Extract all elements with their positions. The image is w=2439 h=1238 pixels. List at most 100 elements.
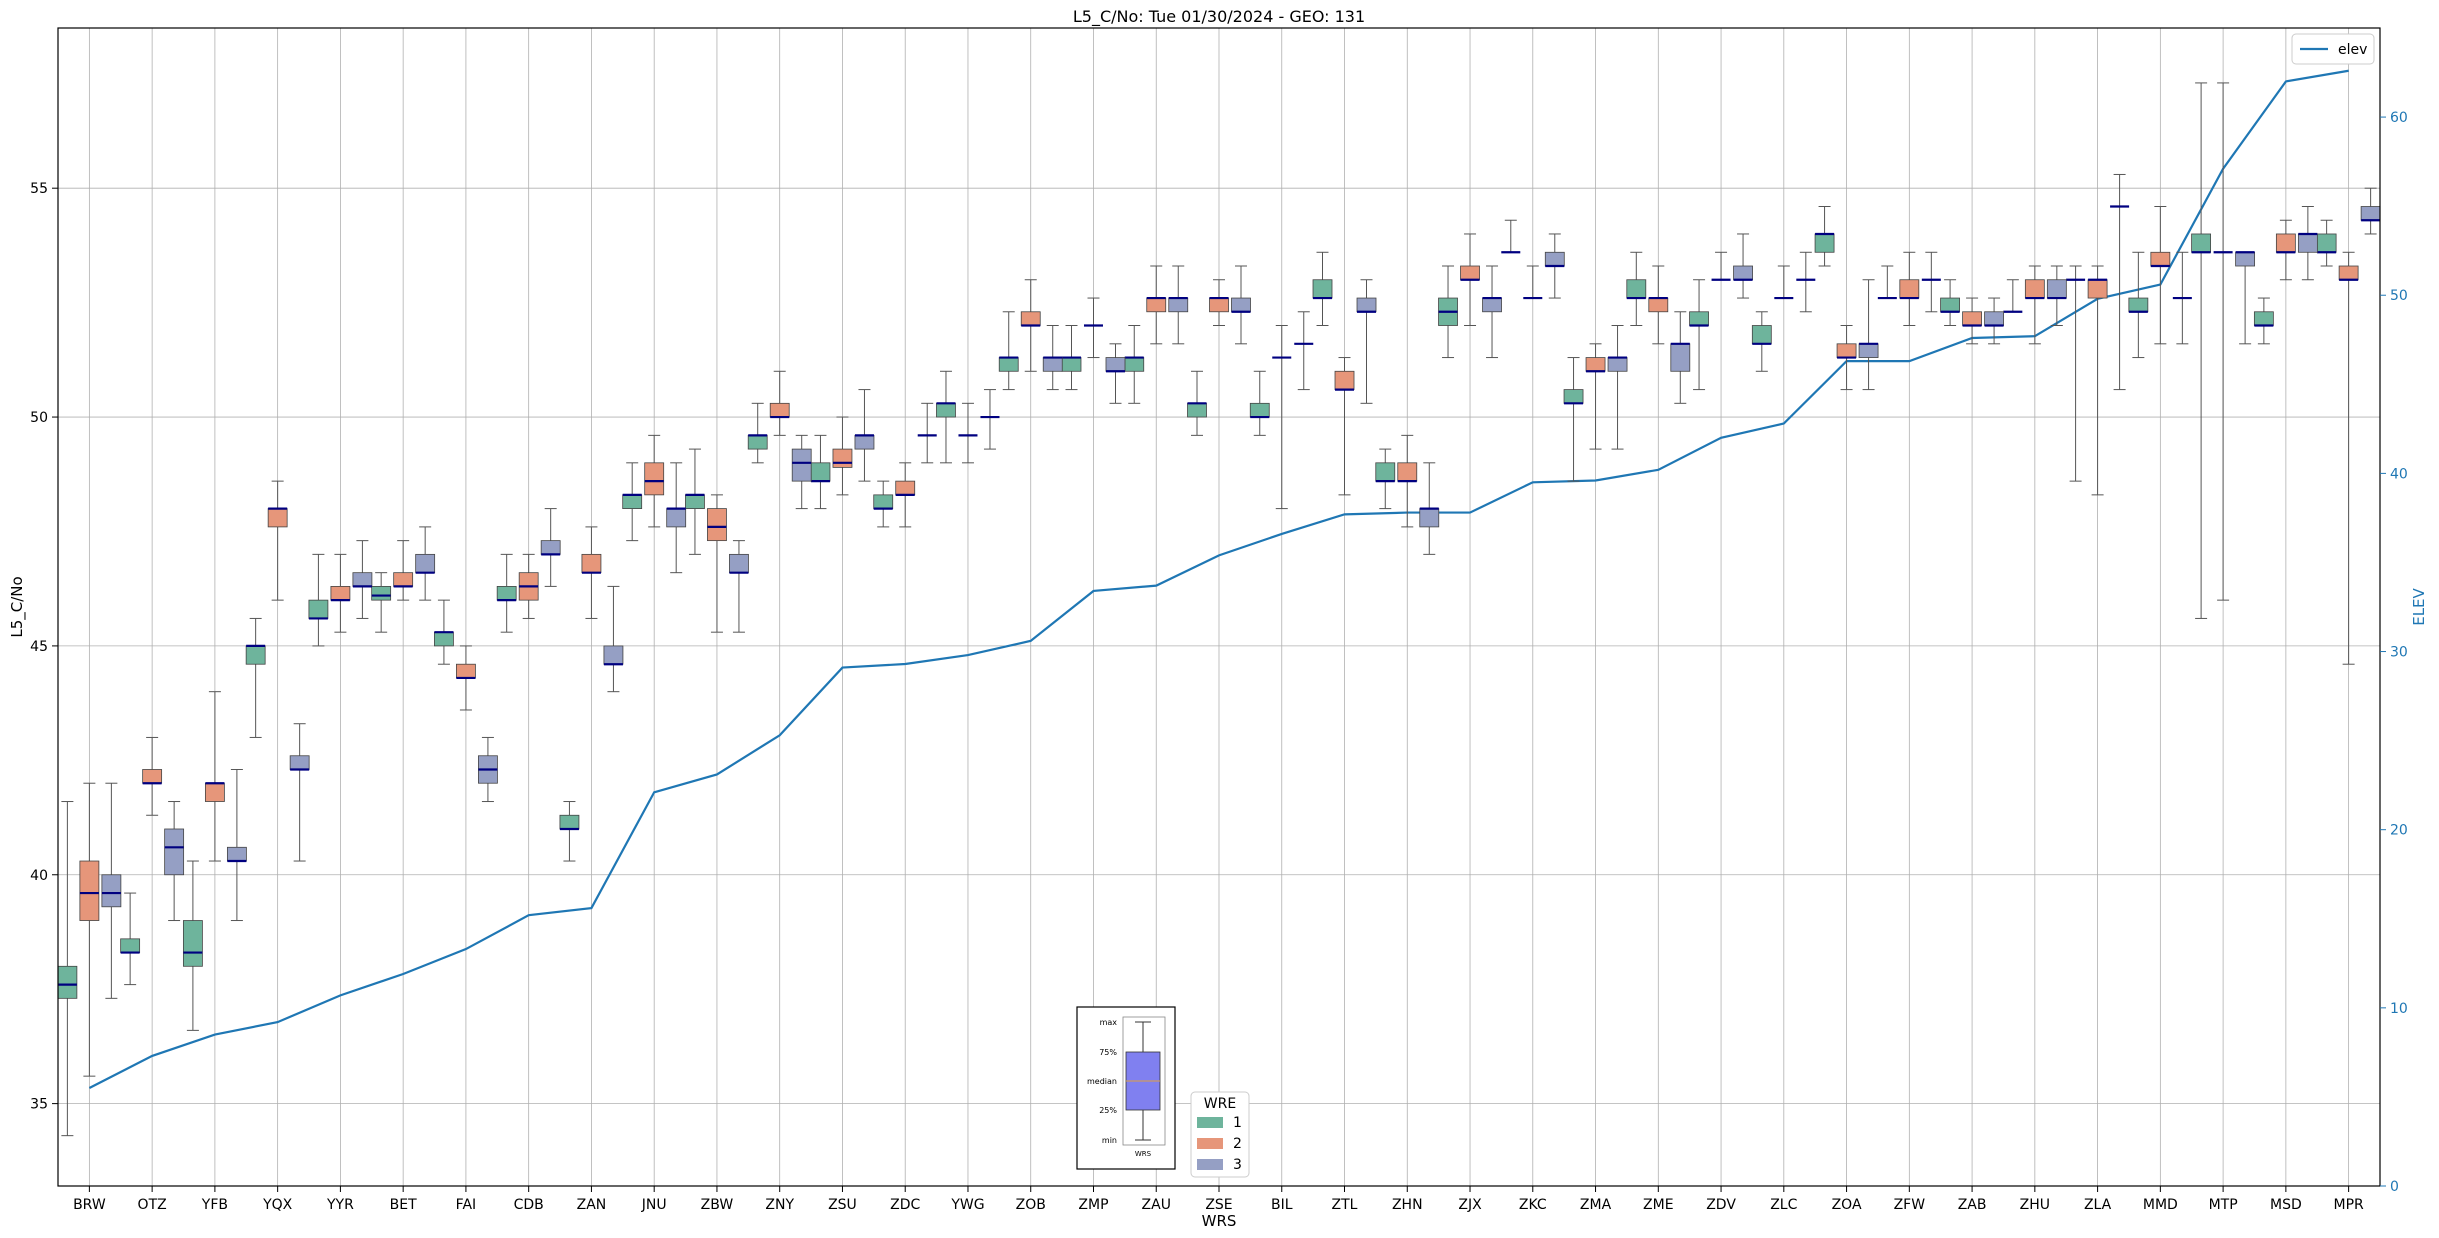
box-wre-2: [142, 769, 163, 784]
x-tick-label: ZTL: [1332, 1197, 1358, 1213]
box-wre-2: [2150, 251, 2171, 267]
box-wre-2: [456, 663, 476, 679]
box-wre-1: [1187, 402, 1207, 418]
y-tick-label: 45: [30, 639, 48, 655]
x-tick-label: FAI: [456, 1197, 476, 1213]
box-wre-3: [1356, 297, 1377, 313]
x-tick-label: YQX: [262, 1197, 293, 1213]
y2-axis-label: ELEV: [2410, 587, 2428, 625]
x-tick-label: MSD: [2270, 1197, 2302, 1213]
x-tick-label: ZHU: [2020, 1197, 2050, 1213]
grid-lines: [58, 28, 2380, 1186]
box-wre-1: [1124, 357, 1145, 372]
box-wre-2: [2024, 279, 2045, 299]
y2-tick-label: 30: [2390, 645, 2408, 661]
box-wre-1: [2191, 233, 2212, 253]
x-tick-label: ZOB: [1016, 1197, 1046, 1213]
box-layer: [57, 82, 2381, 1137]
key-box-inner: [1122, 1016, 1166, 1146]
box-wre-1: [559, 814, 580, 830]
wre-legend-swatch-2: [1197, 1138, 1223, 1149]
wre-legend-label-2: 2: [1233, 1136, 1242, 1152]
x-tick-label: ZJX: [1458, 1197, 1482, 1213]
box-wre-3: [1858, 343, 1879, 358]
x-axis: BRW OTZ YFB YQX YYR BET FAI CDB ZAN JNU ZBW ZNY ZSU Z…: [73, 1186, 2364, 1213]
key-label-q3: 75%: [1099, 1048, 1117, 1057]
box-wre-1: [2253, 311, 2274, 326]
box-wre-1: [685, 494, 705, 509]
wre-legend-label-1: 1: [1233, 1115, 1242, 1131]
x-tick-label: CDB: [514, 1197, 544, 1213]
x-tick-label: ZDC: [890, 1197, 920, 1213]
box-wre-1: [2128, 297, 2149, 313]
box-wre-2: [1397, 462, 1418, 482]
box-wre-3: [1042, 357, 1063, 372]
box-wre-3: [1984, 311, 2004, 326]
box-wre-1: [1061, 357, 1082, 372]
box-wre-3: [415, 553, 436, 574]
box-wre-3: [540, 540, 561, 555]
wre-legend-frame: [1190, 1091, 1250, 1178]
box-wre-2: [2275, 233, 2296, 253]
x-tick-label: ZSE: [1205, 1197, 1232, 1213]
box-wre-1: [1626, 279, 1647, 299]
x-tick-label: BRW: [73, 1197, 106, 1213]
key-box-xlabel: WRS: [1135, 1150, 1152, 1158]
box-wre-3: [791, 448, 812, 482]
box-wre-3: [101, 874, 122, 908]
box-wre-1: [496, 586, 517, 601]
box-wre-2: [895, 480, 916, 496]
box-wre-2: [832, 448, 853, 468]
x-tick-label: BIL: [1271, 1197, 1293, 1213]
box-wre-2: [330, 586, 351, 601]
box-wre-3: [1419, 508, 1440, 528]
x-tick-label: ZAB: [1958, 1197, 1987, 1213]
y-tick-label: 55: [30, 181, 48, 197]
box-wre-3: [2360, 206, 2381, 221]
elev-legend-frame: [2291, 33, 2375, 65]
box-wre-2: [1648, 297, 1669, 313]
box-wre-2: [581, 553, 602, 574]
x-tick-label: ZME: [1643, 1197, 1674, 1213]
x-tick-label: JNU: [641, 1197, 667, 1213]
box-wre-2: [267, 508, 288, 528]
box-wre-3: [666, 508, 687, 528]
box-wre-2: [769, 402, 790, 418]
box-wre-2: [1209, 297, 1229, 313]
x-tick-label: YWG: [950, 1197, 984, 1213]
x-tick-label: OTZ: [138, 1197, 167, 1213]
y2-tick-label: 60: [2390, 110, 2408, 126]
elev-legend: elev: [2291, 33, 2375, 65]
x-tick-label: ZDV: [1706, 1197, 1736, 1213]
box-wre-3: [1670, 343, 1691, 372]
x-tick-label: YFB: [201, 1197, 228, 1213]
box-wre-1: [1689, 311, 1709, 326]
box-wre-1: [2316, 233, 2337, 253]
box-wre-1: [182, 920, 203, 967]
key-label-q1: 25%: [1099, 1106, 1117, 1115]
key-label-max: max: [1100, 1018, 1118, 1027]
box-wre-1: [57, 965, 78, 999]
y2-tick-label: 40: [2390, 466, 2408, 482]
y2-tick-label: 0: [2390, 1179, 2399, 1195]
box-wre-1: [810, 462, 831, 482]
wre-legend-swatch-3: [1197, 1159, 1223, 1170]
box-wre-3: [854, 434, 875, 450]
y2-tick-label: 50: [2390, 288, 2408, 304]
x-tick-label: ZKC: [1519, 1197, 1547, 1213]
x-axis-label: WRS: [1202, 1212, 1237, 1230]
box-wre-2: [1334, 370, 1355, 390]
x-tick-label: ZLA: [2084, 1197, 2112, 1213]
right-y-axis: 0 10 20 30 40 50 60: [2380, 110, 2408, 1195]
box-wre-3: [2046, 279, 2067, 299]
x-tick-label: ZAU: [1142, 1197, 1171, 1213]
box-wre-2: [1146, 297, 1167, 313]
x-tick-label: ZNY: [765, 1197, 794, 1213]
box-wre-3: [2297, 233, 2318, 253]
box-wre-2: [1899, 279, 1920, 299]
box-wre-2: [2087, 279, 2108, 299]
wre-legend-label-3: 3: [1233, 1157, 1242, 1173]
box-wre-3: [352, 572, 373, 587]
x-tick-label: MPR: [2333, 1197, 2364, 1213]
